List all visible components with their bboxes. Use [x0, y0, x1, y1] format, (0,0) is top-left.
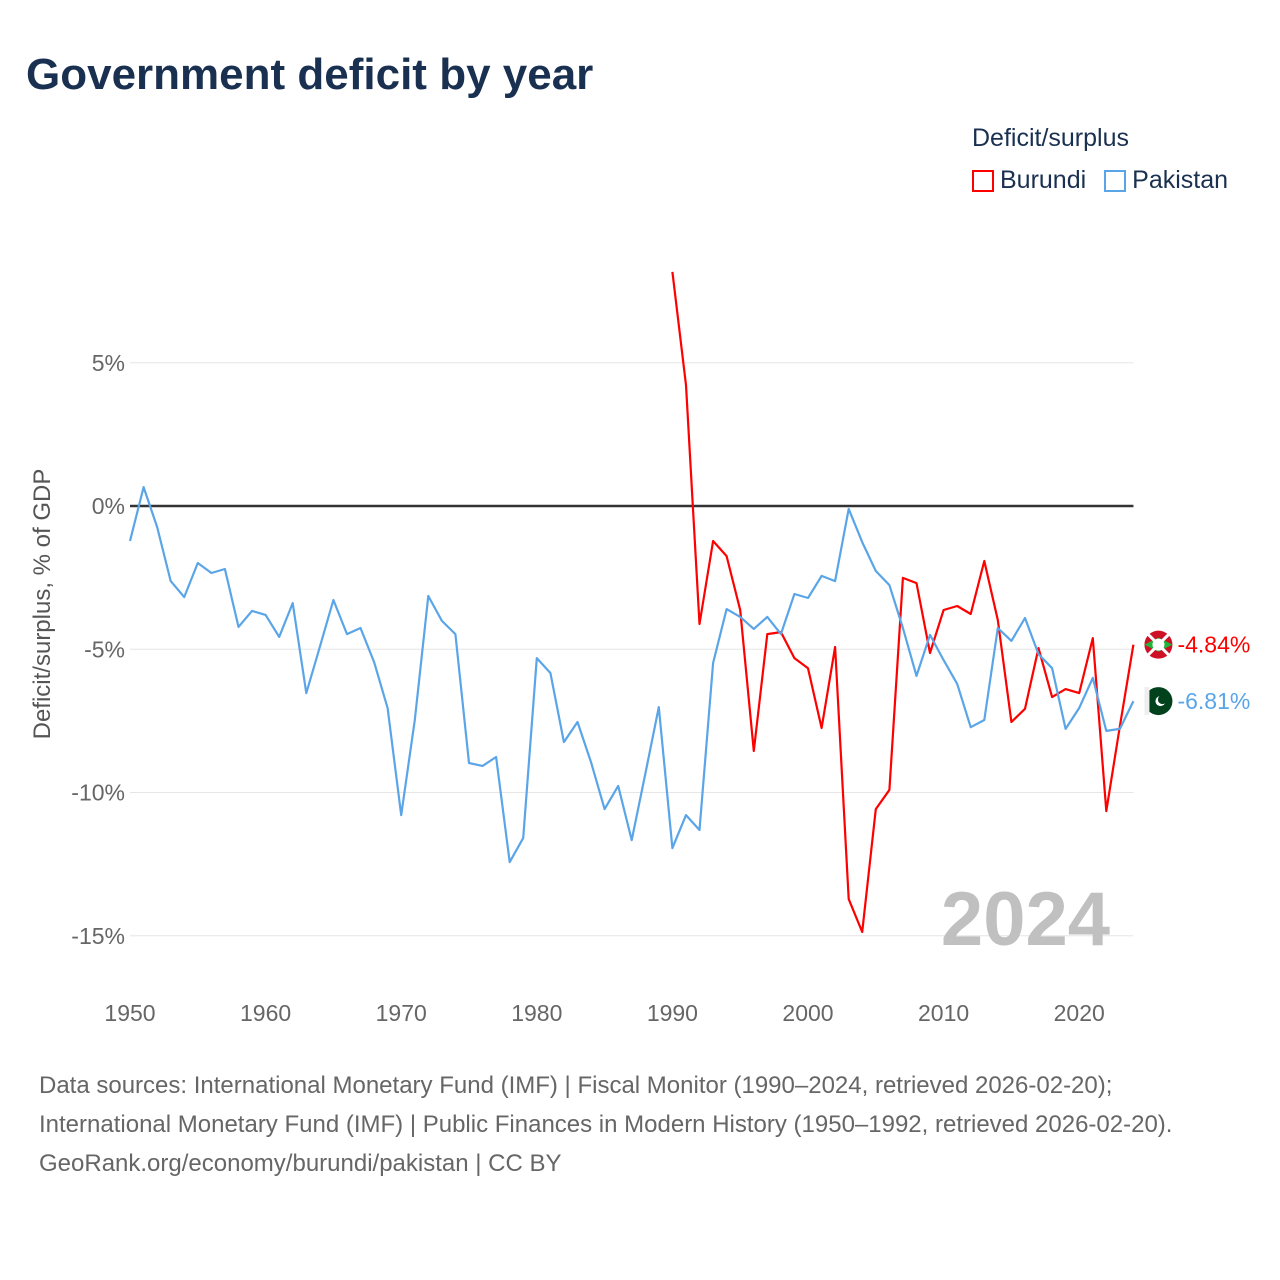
flag-white [1144, 687, 1150, 716]
x-tick-label: 1990 [647, 1000, 698, 1026]
legend-label: Burundi [1000, 166, 1087, 194]
page-title: Government deficit by year [26, 50, 594, 99]
legend: Burundi Pakistan [972, 166, 1228, 195]
y-tick-label: -15% [71, 923, 125, 949]
x-tick-label: 1970 [376, 1000, 427, 1026]
x-tick-label: 2010 [918, 1000, 969, 1026]
y-tick-label: -10% [71, 780, 125, 806]
flag-icon-pakistan [1144, 687, 1173, 716]
year-watermark: 2024 [941, 877, 1110, 962]
legend-swatch-pakistan [1104, 169, 1127, 192]
x-tick-label: 1950 [104, 1000, 155, 1026]
y-tick-label: 0% [92, 493, 125, 519]
legend-label: Pakistan [1132, 166, 1229, 194]
source-link[interactable]: GeoRank.org/economy/burundi/pakistan | C… [39, 1150, 562, 1177]
flag-crescent-cut [1157, 695, 1167, 705]
x-tick-label: 2000 [782, 1000, 833, 1026]
data-sources: Data sources: International Monetary Fun… [39, 1072, 1173, 1138]
y-tick-label: -5% [84, 636, 125, 662]
legend-item-pakistan[interactable]: Pakistan [1104, 166, 1228, 195]
x-tick-label: 1960 [240, 1000, 291, 1026]
y-axis-label: Deficit/surplus, % of GDP [29, 469, 56, 740]
legend-swatch-burundi [972, 169, 994, 192]
legend-item-burundi[interactable]: Burundi [972, 166, 1086, 195]
series-line-pakistan [128, 486, 1135, 864]
end-value-label-pakistan: -6.81% [1177, 688, 1250, 714]
end-value-label-burundi: -4.84% [1177, 632, 1250, 658]
y-tick-label: 5% [92, 350, 125, 376]
x-tick-label: 1980 [511, 1000, 562, 1026]
legend-title: Deficit/surplus [972, 124, 1129, 152]
flag-disc [1152, 638, 1165, 651]
x-tick-label: 2020 [1054, 1000, 1105, 1026]
footer: Data sources: International Monetary Fun… [39, 1066, 1239, 1183]
series-line-burundi [671, 271, 1135, 934]
flag-icon-burundi [1144, 630, 1173, 659]
